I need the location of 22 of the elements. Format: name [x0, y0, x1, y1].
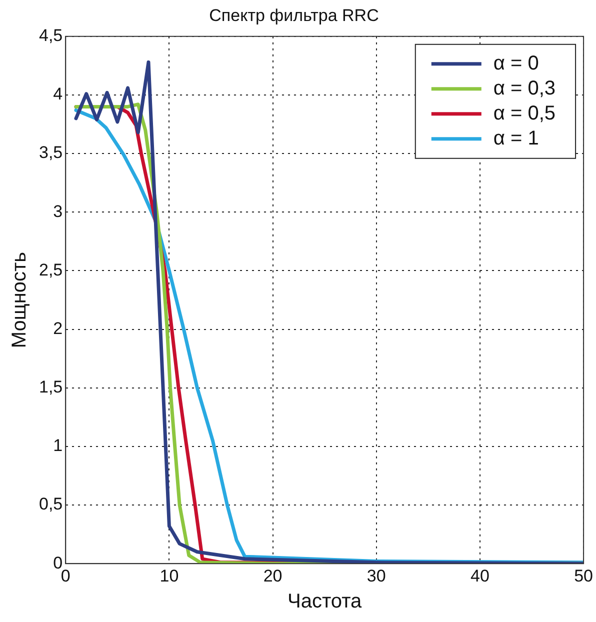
x-tick-label: 50	[574, 566, 594, 586]
legend-label: α = 0,5	[493, 102, 556, 124]
chart-title: Спектр фильтра RRC	[209, 6, 379, 25]
x-axis-title: Частота	[288, 590, 363, 613]
x-tick-label: 20	[263, 566, 282, 586]
y-tick-label: 2,5	[38, 260, 63, 280]
y-tick-label: 3	[53, 202, 63, 221]
y-axis-title: Мощность	[8, 252, 31, 348]
legend-label: α = 0,3	[493, 77, 556, 100]
legend-label: α = 0	[493, 52, 539, 74]
y-tick-label: 4	[53, 84, 63, 104]
y-tick-label: 2	[53, 318, 63, 338]
x-tick-label: 30	[366, 566, 386, 586]
y-tick-label: 4,5	[38, 26, 63, 46]
y-tick-label: 0	[53, 553, 63, 572]
y-tick-label: 1	[53, 436, 63, 456]
y-tick-label: 1,5	[38, 378, 63, 397]
x-tick-label: 40	[470, 566, 490, 586]
y-tick-label: 0,5	[38, 494, 63, 514]
legend-label: α = 1	[493, 127, 539, 150]
x-tick-label: 10	[160, 566, 179, 586]
y-tick-label: 3,5	[38, 143, 63, 162]
